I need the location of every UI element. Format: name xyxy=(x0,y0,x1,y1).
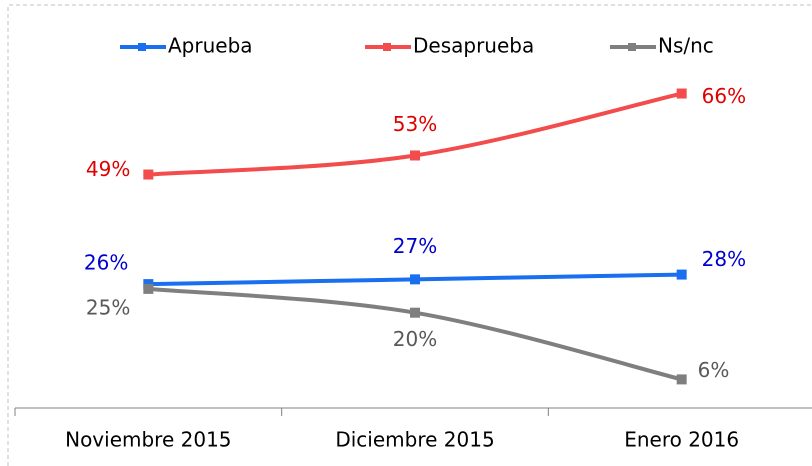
data-label: 25% xyxy=(86,295,130,319)
data-label: 28% xyxy=(702,247,746,271)
point-marker xyxy=(676,269,687,280)
legend-label: Desaprueba xyxy=(413,34,534,58)
point-marker xyxy=(410,274,420,285)
frame xyxy=(7,4,812,466)
point-marker xyxy=(676,374,687,385)
legend-marker xyxy=(383,43,391,51)
data-label: 27% xyxy=(393,234,437,258)
x-tick-label: Noviembre 2015 xyxy=(65,428,231,452)
point-marker xyxy=(143,169,154,180)
point-marker xyxy=(143,283,154,294)
point-marker xyxy=(410,307,420,318)
legend-label: Aprueba xyxy=(168,34,253,58)
data-label: 26% xyxy=(84,251,128,275)
x-tick-label: Enero 2016 xyxy=(624,428,739,452)
legend-marker xyxy=(628,43,636,51)
point-marker xyxy=(410,150,420,161)
point-marker xyxy=(676,88,687,99)
x-tick-label: Diciembre 2015 xyxy=(335,428,494,452)
legend-label: Ns/nc xyxy=(658,34,714,58)
data-label: 66% xyxy=(702,84,746,108)
data-label: 53% xyxy=(393,112,437,136)
data-label: 49% xyxy=(86,157,130,181)
data-label: 20% xyxy=(393,327,437,351)
data-label: 6% xyxy=(698,358,730,382)
legend-marker xyxy=(138,43,146,51)
